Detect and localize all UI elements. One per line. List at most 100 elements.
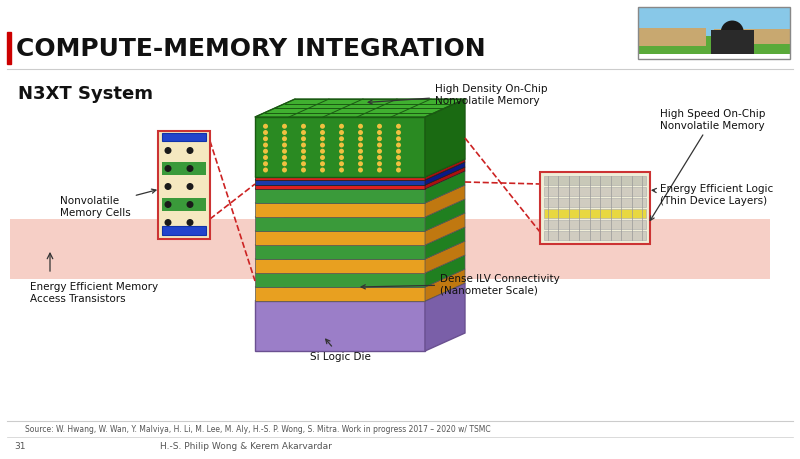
Polygon shape [358,225,366,227]
Polygon shape [362,272,369,274]
Polygon shape [324,240,332,241]
Polygon shape [331,216,339,218]
Polygon shape [273,281,281,283]
Text: COMPUTE-MEMORY INTEGRATION: COMPUTE-MEMORY INTEGRATION [16,37,486,61]
Polygon shape [425,100,465,178]
Polygon shape [349,286,356,287]
Polygon shape [413,245,420,246]
Text: Source: W. Hwang, W. Wan, Y. Malviya, H. Li, M. Lee, M. Aly, H.-S. P. Wong, S. M: Source: W. Hwang, W. Wan, Y. Malviya, H.… [25,424,490,433]
Polygon shape [273,240,281,241]
Circle shape [396,150,401,154]
Bar [158,132,210,240]
Polygon shape [327,174,334,176]
Polygon shape [280,230,288,231]
Polygon shape [298,258,305,259]
Polygon shape [273,225,281,227]
Bar [162,134,206,142]
Polygon shape [327,230,334,232]
Polygon shape [362,189,369,190]
Polygon shape [349,230,356,231]
Polygon shape [420,263,427,264]
Polygon shape [307,225,314,227]
Polygon shape [425,200,465,231]
Polygon shape [342,225,349,227]
Polygon shape [425,213,465,246]
Circle shape [263,162,268,167]
Circle shape [301,131,306,136]
Polygon shape [393,212,400,213]
Polygon shape [290,184,298,185]
Polygon shape [307,253,314,255]
Polygon shape [382,258,390,259]
Bar [638,8,790,37]
Circle shape [263,156,268,161]
Text: 31: 31 [14,441,26,450]
Polygon shape [420,249,427,251]
Polygon shape [382,202,390,203]
Polygon shape [425,283,465,351]
Polygon shape [358,212,366,213]
Circle shape [301,143,306,148]
Text: Si Logic Die: Si Logic Die [310,340,370,361]
Polygon shape [362,245,369,246]
Polygon shape [369,193,376,195]
Circle shape [282,168,287,173]
Polygon shape [344,217,352,218]
Circle shape [358,124,363,129]
Polygon shape [327,202,334,204]
Circle shape [396,156,401,161]
Circle shape [282,124,287,129]
Circle shape [396,131,401,136]
Polygon shape [255,231,425,246]
Polygon shape [290,212,298,213]
Circle shape [339,168,344,173]
Bar [162,226,206,235]
Polygon shape [430,245,438,246]
Polygon shape [293,258,301,260]
Polygon shape [425,256,465,287]
Polygon shape [386,207,393,208]
Circle shape [282,137,287,142]
Polygon shape [280,272,288,274]
Circle shape [377,162,382,167]
Polygon shape [358,281,366,283]
Polygon shape [263,216,270,218]
Polygon shape [386,277,393,279]
Circle shape [301,156,306,161]
Circle shape [282,156,287,161]
Polygon shape [300,193,308,195]
Polygon shape [314,188,322,190]
Polygon shape [358,253,366,255]
Polygon shape [310,272,318,274]
Polygon shape [369,249,376,251]
Circle shape [339,156,344,161]
Polygon shape [314,244,322,246]
Polygon shape [283,235,290,236]
Polygon shape [410,240,418,241]
Circle shape [282,143,287,148]
Polygon shape [369,277,376,279]
Circle shape [301,150,306,154]
Polygon shape [310,258,318,260]
Polygon shape [366,272,373,274]
Circle shape [186,148,194,155]
Polygon shape [362,258,369,260]
Polygon shape [290,268,298,269]
Polygon shape [310,230,318,232]
Polygon shape [358,197,366,199]
Bar [714,30,790,45]
Polygon shape [310,174,318,176]
Polygon shape [344,189,352,190]
Bar [162,145,206,157]
Polygon shape [283,193,290,195]
Polygon shape [255,241,465,259]
Polygon shape [283,179,290,180]
Polygon shape [366,216,373,218]
Circle shape [320,131,325,136]
Polygon shape [376,268,383,269]
Polygon shape [342,197,349,199]
Polygon shape [396,189,403,190]
Polygon shape [255,283,465,302]
Polygon shape [255,185,465,203]
Polygon shape [280,202,288,203]
